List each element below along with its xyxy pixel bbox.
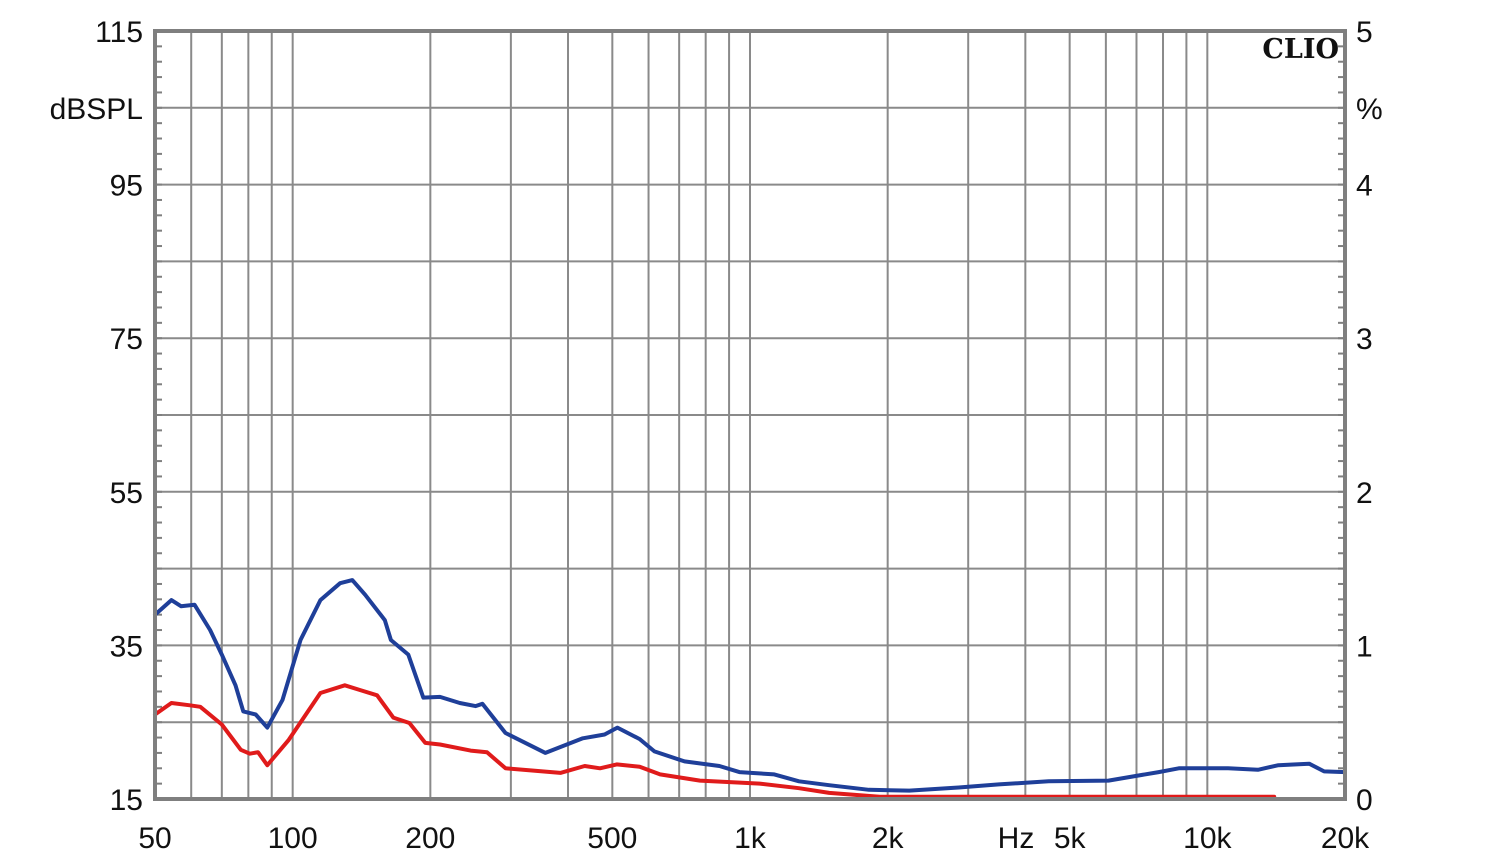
horizontal-gridlines — [155, 106, 1345, 724]
y2-tick-label: 5 — [1356, 16, 1373, 49]
x-tick-label: 20k — [1321, 822, 1370, 855]
y2-axis-unit-label: % — [1356, 93, 1383, 126]
plot-frame — [153, 29, 1347, 801]
y2-tick-label: 0 — [1356, 784, 1373, 817]
axis-labels: 115 95 75 55 35 15 dBSPL 5 4 3 2 1 0% 50 100 200 500 1k 2k… — [50, 16, 1383, 855]
y2-tick-label: 4 — [1356, 170, 1373, 203]
y-tick-label: 35 — [110, 630, 143, 663]
series-layer — [153, 578, 1347, 799]
y-tick-label: 115 — [95, 16, 143, 49]
x-tick-label: 2k — [872, 822, 905, 855]
clio-brand-logo: CLIO — [1262, 34, 1339, 65]
y-tick-label: 15 — [110, 784, 143, 817]
series-red-line — [153, 683, 1277, 799]
x-axis-unit-label: Hz — [998, 822, 1035, 855]
x-tick-label: 50 — [138, 822, 171, 855]
x-tick-label: 5k — [1054, 822, 1087, 855]
x-tick-label: 500 — [587, 822, 637, 855]
x-tick-label: 200 — [405, 822, 455, 855]
y-tick-label: 55 — [110, 477, 143, 510]
series-blue-line — [153, 578, 1347, 793]
x-tick-label: 100 — [268, 822, 318, 855]
x-tick-label: 10k — [1183, 822, 1232, 855]
y2-tick-label: 3 — [1356, 323, 1373, 356]
y2-tick-label: 1 — [1356, 630, 1373, 663]
y-axis-unit-label: dBSPL — [50, 93, 143, 126]
y2-tick-label: 2 — [1356, 477, 1373, 510]
y-tick-label: 95 — [110, 170, 143, 203]
y-tick-label: 75 — [110, 323, 143, 356]
x-tick-label: 1k — [734, 822, 767, 855]
